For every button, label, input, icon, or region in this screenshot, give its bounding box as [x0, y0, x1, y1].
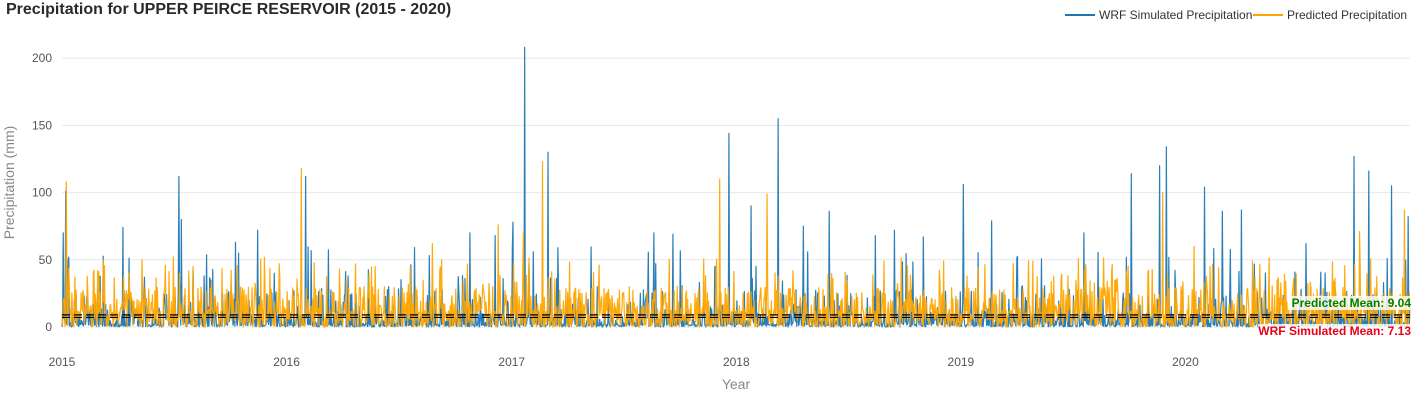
series-layer: [61, 46, 1411, 328]
y-tick-label: 200: [32, 51, 52, 65]
x-tick-label: 2016: [273, 355, 300, 369]
axis-layer: 0 50 100 150 200 2015 2016 2017 2018 2019 2020 Year…: [1, 51, 1199, 392]
x-axis-title: Year: [722, 376, 751, 392]
x-tick-label: 2018: [723, 355, 750, 369]
x-tick-label: 2015: [49, 355, 76, 369]
mean-label-background: [1288, 296, 1412, 310]
legend-label[interactable]: Predicted Precipitation: [1287, 8, 1407, 22]
mean-layer: WRF Simulated Mean: 7.13 Predicted Mean: …: [62, 296, 1412, 338]
grid-layer: [62, 57, 1410, 328]
mean-label-background: [1258, 324, 1412, 338]
y-tick-label: 0: [45, 320, 52, 334]
y-tick-label: 100: [32, 186, 52, 200]
chart-title: Precipitation for UPPER PEIRCE RESERVOIR…: [6, 1, 452, 18]
x-tick-label: 2020: [1172, 355, 1199, 369]
y-tick-label: 150: [32, 118, 52, 132]
legend-layer: WRF Simulated Precipitation Predicted Pre…: [1065, 8, 1407, 22]
y-tick-label: 50: [39, 253, 53, 267]
x-tick-label: 2017: [498, 355, 525, 369]
series-line-predicted: [61, 161, 1411, 328]
wrf-mean-label: WRF Simulated Mean: 7.13: [1258, 324, 1411, 338]
x-tick-label: 2019: [948, 355, 975, 369]
legend-label[interactable]: WRF Simulated Precipitation: [1099, 8, 1252, 22]
y-axis-title: Precipitation (mm): [1, 126, 17, 240]
predicted-mean-label: Predicted Mean: 9.04: [1292, 296, 1412, 310]
